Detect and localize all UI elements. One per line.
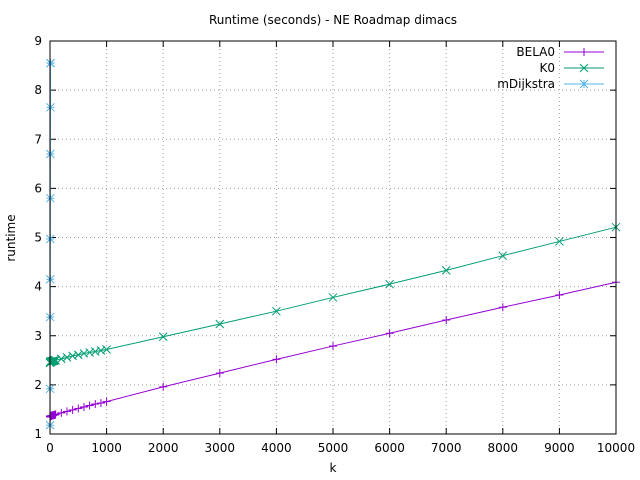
- data-point-stroke: [272, 306, 281, 316]
- data-point: [215, 369, 224, 378]
- y-tick-label: 9: [34, 34, 42, 48]
- legend-marker-stroke: [579, 79, 589, 89]
- data-point: [56, 354, 66, 364]
- legend-item: BELA0: [516, 45, 604, 59]
- data-point-stroke: [385, 279, 394, 289]
- data-point: [46, 58, 55, 68]
- y-tick-label: 7: [34, 132, 42, 146]
- y-tick-label: 3: [34, 329, 42, 343]
- data-point: [79, 402, 88, 411]
- data-point: [272, 355, 281, 364]
- x-tick-label: 2000: [148, 441, 179, 455]
- data-point: [328, 293, 338, 302]
- data-point-stroke: [498, 251, 508, 261]
- chart-title: Runtime (seconds) - NE Roadmap dimacs: [209, 13, 457, 27]
- y-tick-label: 5: [34, 231, 42, 245]
- data-point: [159, 382, 168, 391]
- y-axis-label: runtime: [4, 214, 18, 261]
- x-tick-label: 8000: [488, 441, 519, 455]
- data-point: [215, 319, 225, 329]
- data-point-stroke: [51, 355, 61, 365]
- y-tick-label: 2: [34, 378, 42, 392]
- data-point: [555, 237, 564, 246]
- x-tick-label: 4000: [261, 441, 292, 455]
- data-point: [498, 303, 507, 312]
- y-tick-label: 8: [34, 83, 42, 97]
- x-tick-label: 3000: [205, 441, 236, 455]
- legend-marker-stroke: [579, 63, 589, 73]
- legend-label: K0: [539, 61, 555, 75]
- x-tick-label: 9000: [544, 441, 575, 455]
- legend-marker: [579, 79, 589, 89]
- legend: BELA0 K0 mDijkstra: [497, 45, 604, 91]
- data-point: [62, 407, 71, 416]
- data-point-stroke: [158, 332, 168, 342]
- data-point-stroke: [73, 350, 83, 360]
- data-point-stroke: [90, 347, 100, 356]
- legend-item: K0: [539, 61, 604, 75]
- data-point-stroke: [555, 237, 564, 246]
- legend-item: mDijkstra: [497, 77, 604, 91]
- x-tick-label: 1000: [91, 441, 122, 455]
- data-point-stroke: [102, 345, 111, 354]
- data-point-stroke: [62, 353, 72, 362]
- data-point: [329, 342, 337, 351]
- data-point: [51, 410, 60, 419]
- x-axis-label: k: [330, 461, 337, 475]
- data-point: [85, 401, 94, 410]
- data-point: [102, 345, 111, 354]
- legend-label: BELA0: [516, 45, 555, 59]
- y-tick-label: 6: [34, 181, 42, 195]
- legend-marker: [580, 48, 588, 56]
- x-tick-label: 6000: [374, 441, 405, 455]
- data-point: [102, 397, 111, 406]
- x-tick-label: 0: [46, 441, 54, 455]
- data-point-stroke: [96, 346, 106, 355]
- data-point-stroke: [215, 319, 225, 329]
- data-point-stroke: [79, 349, 89, 358]
- data-point: [91, 400, 100, 409]
- data-point: [272, 306, 281, 316]
- data-point: [74, 404, 83, 413]
- y-tick-label: 4: [34, 280, 42, 294]
- data-point: [96, 399, 105, 408]
- data-point: [62, 353, 72, 362]
- data-point: [498, 251, 508, 261]
- data-point: [385, 279, 394, 289]
- plot-frame: [49, 40, 617, 435]
- x-tick-label: 10000: [597, 441, 635, 455]
- data-point: [442, 316, 451, 325]
- data-point: [441, 266, 451, 275]
- data-point: [555, 290, 564, 299]
- legend-marker: [579, 63, 589, 73]
- data-point: [57, 408, 66, 417]
- data-point-stroke: [85, 348, 94, 357]
- data-point: [158, 332, 168, 342]
- data-point: [68, 405, 77, 414]
- data-point-stroke: [68, 351, 77, 361]
- x-tick-label: 5000: [318, 441, 349, 455]
- y-tick-label: 1: [34, 427, 42, 441]
- data-point-stroke: [441, 266, 451, 275]
- data-point: [385, 329, 394, 338]
- x-tick-label: 7000: [431, 441, 462, 455]
- tick-labels: 0 1000 2000 3000 4000 5000 6000 7000 8000 9000 100…: [34, 34, 635, 455]
- data-point: [51, 355, 61, 365]
- legend-label: mDijkstra: [497, 77, 555, 91]
- data-point-stroke: [46, 58, 55, 68]
- data-point-stroke: [328, 293, 338, 302]
- data-point: [73, 350, 83, 360]
- data-point-stroke: [56, 354, 66, 364]
